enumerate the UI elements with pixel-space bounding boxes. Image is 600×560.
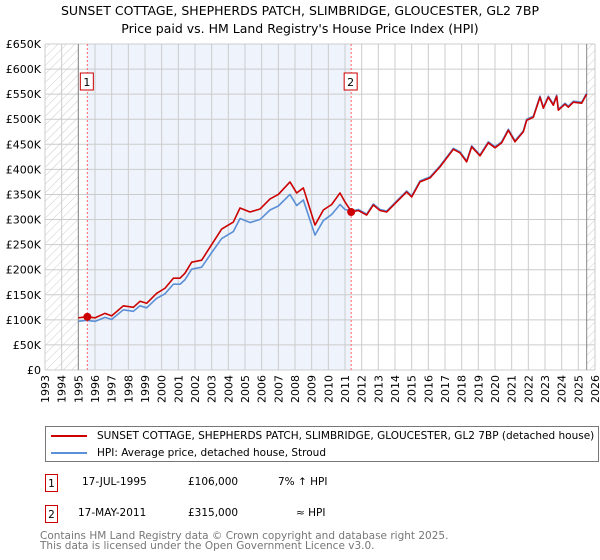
transaction-price: £315,000 (188, 507, 239, 519)
chart-title: SUNSET COTTAGE, SHEPHERDS PATCH, SLIMBRI… (60, 3, 539, 18)
transaction-badge: 1 (45, 474, 58, 492)
legend: SUNSET COTTAGE, SHEPHERDS PATCH, SLIMBRI… (45, 426, 599, 462)
x-tick-label: 2013 (372, 375, 385, 403)
sale-label: 1 (83, 76, 90, 89)
legend-swatch-property (51, 435, 87, 437)
x-tick-label: 1998 (122, 375, 135, 403)
x-tick-label: 2009 (306, 375, 319, 403)
x-tick-label: 2012 (356, 375, 369, 403)
transaction-hpi: 7% ↑ HPI (278, 476, 328, 488)
x-tick-label: 2004 (222, 375, 235, 403)
x-tick-label: 1993 (39, 375, 52, 403)
sale-point (347, 208, 356, 217)
y-tick-label: £350K (6, 188, 42, 201)
x-tick-label: 2014 (389, 375, 402, 403)
x-tick-label: 1999 (139, 375, 152, 403)
x-tick-label: 2007 (272, 375, 285, 403)
x-tick-label: 2024 (556, 375, 569, 403)
y-tick-label: £0 (27, 364, 41, 377)
x-tick-label: 2019 (472, 375, 485, 403)
y-tick-label: £650K (6, 38, 42, 51)
x-tick-label: 2001 (172, 375, 185, 403)
x-tick-label: 2020 (489, 375, 502, 403)
property-line (78, 93, 588, 319)
y-tick-label: £50K (13, 339, 42, 352)
footer-licence: This data is licensed under the Open Gov… (40, 540, 375, 552)
y-tick-label: £250K (6, 239, 42, 252)
y-tick-label: £600K (6, 63, 42, 76)
x-tick-label: 1997 (106, 375, 119, 403)
x-tick-label: 1996 (89, 375, 102, 403)
sale-label-box (343, 72, 358, 91)
y-tick-label: £550K (6, 88, 42, 101)
x-tick-label: 1994 (56, 375, 69, 403)
x-tick-label: 2023 (539, 375, 552, 403)
y-tick-label: £450K (6, 138, 42, 151)
hpi-line (78, 92, 588, 323)
legend-label-property: SUNSET COTTAGE, SHEPHERDS PATCH, SLIMBRI… (97, 430, 595, 442)
footer: Contains HM Land Registry data © Crown c… (40, 530, 449, 552)
legend-item-hpi: HPI: Average price, detached house, Stro… (46, 445, 326, 461)
x-tick-label: 2000 (156, 375, 169, 403)
legend-label-hpi: HPI: Average price, detached house, Stro… (97, 447, 326, 459)
y-tick-label: £150K (6, 289, 42, 302)
x-tick-label: 2022 (522, 375, 535, 403)
x-tick-label: 2017 (439, 375, 452, 403)
hatched-region (586, 44, 595, 370)
sale-label: 2 (347, 76, 354, 89)
shaded-region (87, 44, 352, 370)
y-tick-label: £100K (6, 314, 42, 327)
x-tick-label: 2011 (339, 375, 352, 403)
transaction-date: 17-MAY-2011 (78, 507, 147, 519)
x-tick-label: 2016 (422, 375, 435, 403)
y-tick-label: £500K (6, 113, 42, 126)
sale-label-box (79, 72, 94, 91)
transaction-hpi: ≈ HPI (296, 507, 326, 519)
y-tick-label: £200K (6, 264, 42, 277)
x-tick-label: 2025 (572, 375, 585, 403)
sale-point (83, 312, 92, 321)
x-tick-label: 2005 (239, 375, 252, 403)
x-tick-label: 2021 (506, 375, 519, 403)
x-tick-label: 2026 (589, 375, 600, 403)
chart-subtitle: Price paid vs. HM Land Registry's House … (121, 21, 479, 36)
y-tick-label: £300K (6, 214, 42, 227)
legend-swatch-hpi (51, 452, 87, 454)
x-tick-label: 2015 (406, 375, 419, 403)
x-tick-label: 2006 (256, 375, 269, 403)
x-tick-label: 2018 (456, 375, 469, 403)
x-tick-label: 2008 (289, 375, 302, 403)
transaction-badge: 2 (45, 505, 58, 523)
y-tick-label: £400K (6, 163, 42, 176)
transaction-price: £106,000 (188, 476, 239, 488)
x-tick-label: 1995 (72, 375, 85, 403)
x-tick-label: 2010 (322, 375, 335, 403)
x-tick-label: 2003 (206, 375, 219, 403)
x-tick-label: 2002 (189, 375, 202, 403)
legend-item-property: SUNSET COTTAGE, SHEPHERDS PATCH, SLIMBRI… (46, 428, 594, 444)
price-chart: 1 2 1993 1994 1995 1996 1997 1998 1999 2000 2001 20… (6, 38, 600, 403)
transaction-date: 17-JUL-1995 (82, 476, 147, 488)
footer-copyright: Contains HM Land Registry data © Crown c… (40, 530, 449, 542)
